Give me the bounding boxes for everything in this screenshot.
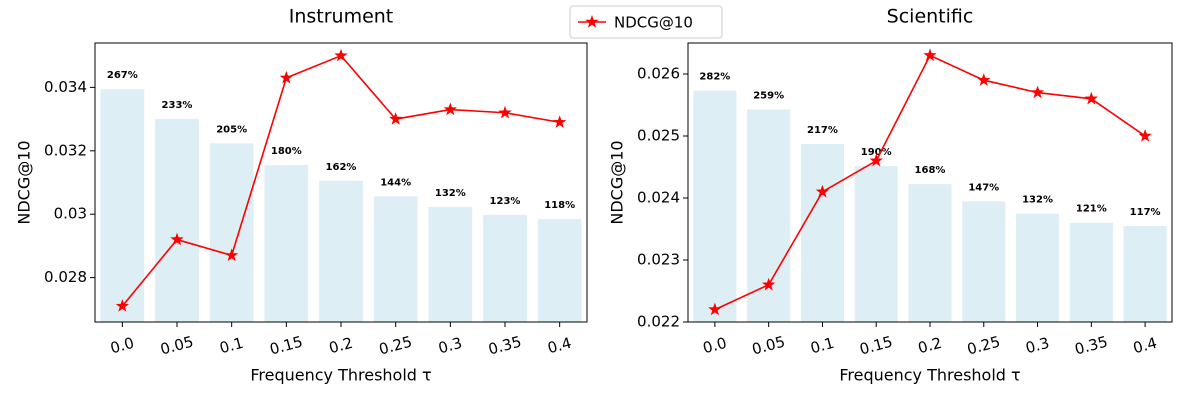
bar-value-label: 117% [1130, 207, 1161, 218]
bar-value-label: 162% [326, 162, 357, 173]
x-tick-label: 0.05 [158, 333, 195, 359]
x-axis-label: Frequency Threshold τ [250, 366, 431, 385]
bar [483, 214, 527, 322]
bar [747, 109, 791, 322]
bar-value-label: 168% [915, 165, 946, 176]
x-tick-label: 0.1 [218, 334, 246, 358]
bar [319, 180, 363, 322]
bar [373, 196, 418, 322]
bar-value-label: 217% [807, 125, 838, 136]
x-tick-label: 0.1 [808, 334, 836, 358]
x-axis-label: Frequency Threshold τ [839, 366, 1020, 385]
bar-value-label: 282% [699, 72, 730, 83]
marker [1084, 91, 1098, 105]
marker [1030, 85, 1045, 99]
bar-value-label: 233% [162, 100, 193, 111]
y-tick-label: 0.025 [637, 127, 680, 145]
marker [553, 115, 567, 128]
y-axis-label: NDCG@10 [608, 140, 627, 224]
y-tick-label: 0.022 [637, 313, 680, 331]
bar [1016, 213, 1060, 322]
bar [908, 184, 952, 322]
marker [708, 302, 722, 316]
bar-value-label: 118% [544, 200, 575, 211]
bar-value-label: 147% [968, 182, 999, 193]
chart: Scientific Frequency Threshold τ NDCG@10 28… [608, 6, 1173, 385]
x-tick-label: 0.05 [750, 333, 787, 359]
marker [225, 248, 239, 262]
bar-value-label: 121% [1076, 204, 1107, 215]
x-tick-label: 0.2 [327, 334, 355, 358]
bar [693, 90, 737, 322]
legend-marker [585, 15, 599, 28]
bar [962, 201, 1006, 322]
chart-title: Scientific [887, 6, 974, 28]
bar-value-label: 205% [216, 124, 247, 135]
bar [428, 206, 473, 322]
marker [869, 153, 883, 167]
x-tick-label: 0.35 [486, 333, 523, 359]
x-tick-label: 0.35 [1073, 333, 1110, 359]
bar-value-label: 180% [271, 146, 302, 157]
y-tick-label: 0.032 [44, 141, 87, 159]
bar-value-label: 132% [435, 188, 466, 199]
marker [498, 105, 512, 119]
x-tick-label: 0.4 [546, 334, 574, 358]
marker [977, 73, 991, 86]
x-tick-label: 0.25 [965, 333, 1002, 359]
marker [762, 277, 776, 291]
y-axis-label: NDCG@10 [15, 140, 34, 224]
x-tick-label: 0.4 [1131, 334, 1159, 358]
marker [923, 48, 937, 62]
chart-title: Instrument [289, 6, 394, 28]
bar-value-label: 267% [107, 70, 138, 81]
bar [155, 118, 199, 323]
bar-value-label: 132% [1022, 195, 1053, 206]
plot-frame [687, 42, 1173, 323]
x-tick-label: 0.3 [436, 334, 464, 358]
plot-frame [94, 42, 588, 323]
bar-value-label: 123% [490, 196, 521, 207]
y-tick-label: 0.024 [637, 189, 680, 207]
x-tick-label: 0.25 [377, 333, 414, 359]
marker [1138, 129, 1152, 142]
legend-box [569, 5, 723, 39]
marker [389, 112, 403, 125]
marker [443, 102, 457, 116]
y-tick-label: 0.034 [44, 78, 87, 96]
bar-value-label: 259% [753, 90, 784, 101]
y-tick-label: 0.023 [637, 251, 680, 269]
x-tick-label: 0.15 [858, 333, 895, 359]
bar [854, 166, 898, 322]
bar [537, 219, 582, 322]
bar [264, 165, 309, 322]
marker [170, 232, 184, 246]
x-tick-label: 0.3 [1024, 334, 1052, 358]
bar-value-label: 190% [861, 147, 892, 158]
y-tick-label: 0.028 [44, 268, 87, 286]
legend-label: NDCG@10 [614, 14, 693, 32]
bar [209, 143, 254, 322]
x-tick-label: 0.2 [916, 334, 944, 358]
bar [1069, 222, 1113, 322]
x-tick-label: 0.15 [268, 333, 305, 359]
bar [1123, 225, 1167, 322]
marker [815, 184, 830, 198]
marker [334, 48, 348, 62]
x-tick-label: 0.0 [701, 334, 729, 358]
y-tick-label: 0.026 [637, 65, 680, 83]
y-tick-label: 0.03 [54, 205, 87, 223]
chart: Instrument Frequency Threshold τ NDCG@10 26… [15, 6, 588, 385]
marker [115, 299, 129, 312]
bar [800, 143, 844, 322]
bar-value-label: 144% [380, 177, 411, 188]
marker [279, 70, 293, 84]
bar [100, 89, 145, 322]
x-tick-label: 0.0 [108, 334, 136, 358]
